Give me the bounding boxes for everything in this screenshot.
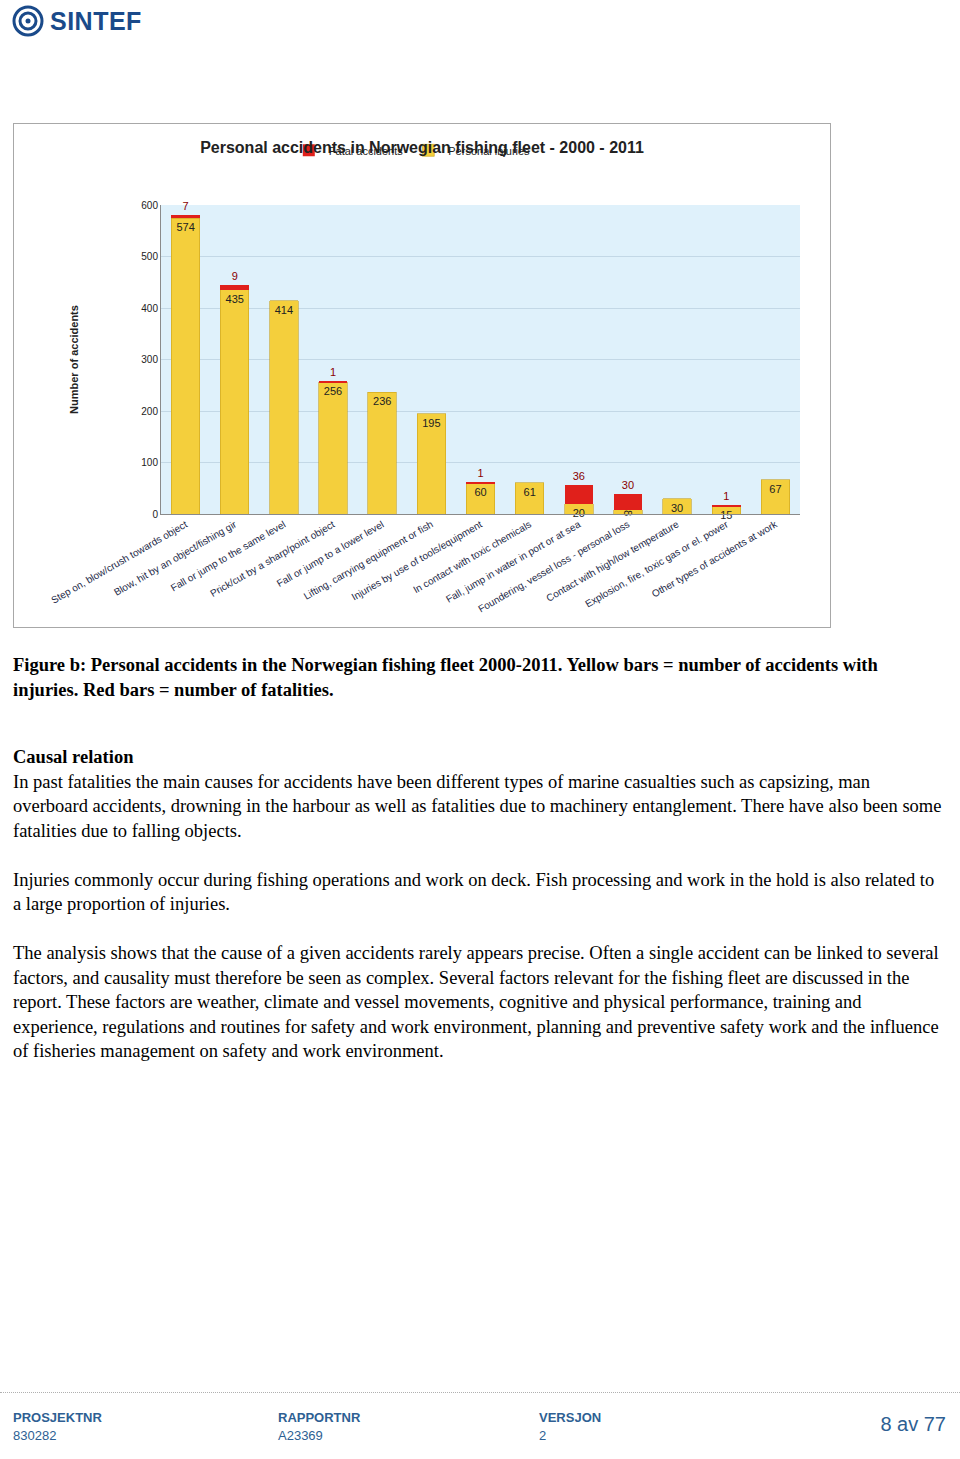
html-text:SINTEF: SINTEF bbox=[50, 6, 142, 35]
svg-text:Fatal accidents: Fatal accidents bbox=[329, 145, 403, 157]
svg-text:Fall or jump to the same level: Fall or jump to the same level bbox=[169, 519, 288, 594]
svg-text:Prick/cut by a sharp/point obj: Prick/cut by a sharp/point object bbox=[208, 518, 336, 599]
svg-text:Number of accidents: Number of accidents bbox=[68, 305, 80, 414]
svg-text:574: 574 bbox=[176, 221, 194, 233]
svg-text:400: 400 bbox=[141, 303, 158, 314]
svg-text:600: 600 bbox=[141, 200, 158, 211]
svg-text:500: 500 bbox=[141, 251, 158, 262]
svg-text:100: 100 bbox=[141, 457, 158, 468]
html-text:In past fatalities the main ca: In past fatalities the main causes for a… bbox=[13, 771, 942, 841]
html-text:The analysis shows that the ca: The analysis shows that the cause of a g… bbox=[13, 943, 939, 1061]
svg-text:1: 1 bbox=[723, 490, 729, 502]
svg-text:Foundering, vessel loss - pers: Foundering, vessel loss - personal loss bbox=[476, 519, 631, 615]
svg-text:Blow, hit by an object/fishing: Blow, hit by an object/fishing gir bbox=[112, 518, 239, 598]
svg-text:435: 435 bbox=[226, 293, 244, 305]
svg-text:Personal accidents in Norwegia: Personal accidents in Norwegian fishing … bbox=[200, 139, 644, 156]
svg-text:Fall or jump to a lower level: Fall or jump to a lower level bbox=[275, 519, 386, 589]
html-text:RAPPORTNR: RAPPORTNR bbox=[278, 1410, 361, 1425]
html-text:8 av 77: 8 av 77 bbox=[880, 1413, 946, 1435]
html-text:A23369: A23369 bbox=[278, 1428, 323, 1443]
svg-text:Other types of accidents at wo: Other types of accidents at work bbox=[650, 518, 780, 599]
html-text:Figure b: Personal accidents i: Figure b: Personal accidents in the Norw… bbox=[13, 655, 878, 700]
html-text:830282: 830282 bbox=[13, 1428, 57, 1443]
svg-text:Lifting, carrying equipment or: Lifting, carrying equipment or fish bbox=[302, 519, 435, 602]
svg-text:61: 61 bbox=[524, 486, 536, 498]
svg-text:414: 414 bbox=[275, 304, 293, 316]
svg-text:Step on, blow/crush towards ob: Step on, blow/crush towards object bbox=[49, 518, 189, 605]
svg-text:195: 195 bbox=[422, 417, 440, 429]
svg-text:9: 9 bbox=[232, 270, 238, 282]
html-text:PROSJEKTNR: PROSJEKTNR bbox=[13, 1410, 102, 1425]
svg-text:200: 200 bbox=[141, 406, 158, 417]
svg-text:15: 15 bbox=[720, 509, 732, 521]
html-text:Injuries commonly occur during: Injuries commonly occur during fishing o… bbox=[13, 869, 935, 914]
svg-text:In contact with toxic chemical: In contact with toxic chemicals bbox=[411, 519, 533, 596]
svg-text:67: 67 bbox=[769, 483, 781, 495]
svg-text:20: 20 bbox=[573, 507, 585, 519]
svg-text:30: 30 bbox=[622, 479, 634, 491]
svg-text:8: 8 bbox=[622, 510, 634, 516]
html-text:Causal relation: Causal relation bbox=[13, 747, 134, 767]
svg-text:0: 0 bbox=[152, 509, 158, 520]
svg-text:Fall, jump in water in port or: Fall, jump in water in port or at sea bbox=[444, 518, 583, 604]
svg-text:Contact with high/low temperat: Contact with high/low temperature bbox=[544, 518, 681, 603]
html-text:2: 2 bbox=[539, 1428, 547, 1443]
svg-text:256: 256 bbox=[324, 385, 342, 397]
svg-text:1: 1 bbox=[330, 366, 336, 378]
svg-text:7: 7 bbox=[183, 200, 189, 212]
svg-text:30: 30 bbox=[671, 502, 683, 514]
svg-text:36: 36 bbox=[573, 470, 585, 482]
svg-text:Explosion, fire, toxic gas or: Explosion, fire, toxic gas or el. power bbox=[583, 518, 730, 609]
svg-text:1: 1 bbox=[477, 467, 483, 479]
svg-text:300: 300 bbox=[141, 354, 158, 365]
html-text:VERSJON: VERSJON bbox=[539, 1410, 602, 1425]
svg-text:Injuries by use of tools/equip: Injuries by use of tools/equipment bbox=[349, 518, 484, 602]
svg-text:60: 60 bbox=[474, 486, 486, 498]
svg-text:Personal injuries: Personal injuries bbox=[448, 145, 530, 157]
svg-text:236: 236 bbox=[373, 395, 391, 407]
